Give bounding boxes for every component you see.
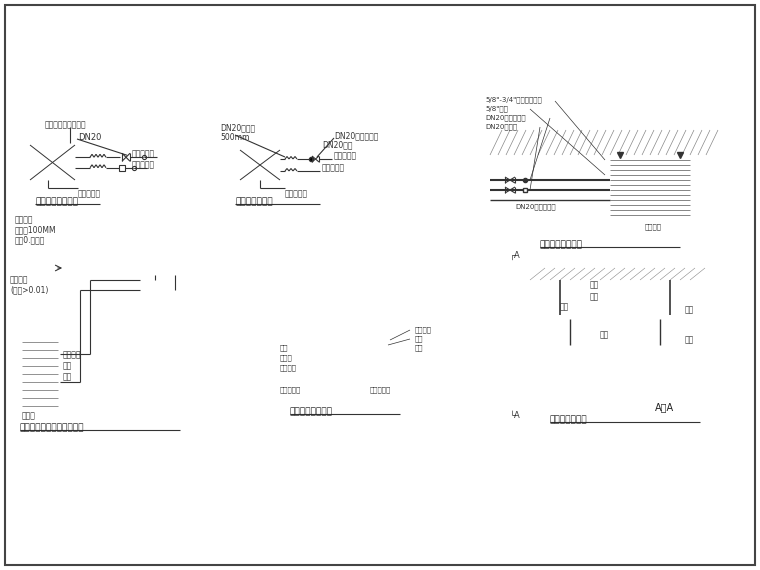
Text: 冷冻供水管: 冷冻供水管: [132, 160, 155, 169]
Bar: [20, 340, 60, 410]
Text: 风机盘管安装详图: 风机盘管安装详图: [540, 241, 583, 250]
Bar: [560, 340, 670, 370]
Text: 膨胀螺丝: 膨胀螺丝: [63, 351, 81, 360]
Bar: [688, 333, 716, 373]
Text: 5/8"-3/4"钢束，钢拴固: 5/8"-3/4"钢束，钢拴固: [485, 97, 542, 103]
Text: 管节及丝圈: 管节及丝圈: [280, 386, 301, 393]
Text: DN20蝶阀: DN20蝶阀: [322, 140, 353, 149]
Text: 保温管道: 保温管道: [15, 215, 33, 225]
Text: 管节: 管节: [415, 345, 423, 351]
Text: (坡度>0.01): (坡度>0.01): [10, 286, 49, 295]
Text: 一拖一空调机组运行系统图: 一拖一空调机组运行系统图: [20, 424, 84, 433]
Text: 槽钢: 槽钢: [685, 306, 694, 315]
Text: 室外机: 室外机: [22, 412, 36, 421]
Text: 半径到100MM: 半径到100MM: [15, 226, 57, 234]
Text: 风机盘管配管图: 风机盘管配管图: [235, 197, 273, 206]
Text: 冷冻供水管: 冷冻供水管: [322, 164, 345, 173]
Text: 冷凝排水管: 冷凝排水管: [285, 189, 308, 198]
Text: 保温风管安装详图: 保温风管安装详图: [290, 408, 333, 417]
Text: 风管: 风管: [600, 331, 610, 340]
Text: 冷凝排水管: 冷凝排水管: [78, 189, 101, 198]
Text: 风管: 风管: [280, 345, 289, 351]
Text: DN20蝶阀阀: DN20蝶阀阀: [485, 124, 517, 131]
Text: 坡度0.未放置: 坡度0.未放置: [15, 235, 46, 245]
Bar: [550, 312, 680, 319]
Text: 冷冻回水管: 冷冻回水管: [132, 150, 155, 159]
Text: 螺丝: 螺丝: [590, 280, 599, 290]
Bar: [240, 150, 280, 180]
Text: 管节及丝置: 管节及丝置: [370, 386, 391, 393]
Text: 冷冻回水管: 冷冻回水管: [334, 152, 357, 161]
Text: DN20冷凝排水管: DN20冷凝排水管: [515, 203, 556, 210]
Text: 5/8"铜管: 5/8"铜管: [485, 105, 508, 112]
Text: DN20: DN20: [78, 132, 101, 141]
Text: 吊杆: 吊杆: [560, 303, 569, 311]
Text: 管件: 管件: [415, 336, 423, 343]
Bar: [610, 155, 690, 215]
Text: 液管: 液管: [63, 361, 72, 370]
Text: A－A: A－A: [655, 402, 674, 412]
Text: 膨胀螺丝: 膨胀螺丝: [415, 327, 432, 333]
Text: 冷凝水管: 冷凝水管: [10, 275, 29, 284]
Text: 吊顶式风柜接管图: 吊顶式风柜接管图: [35, 197, 78, 206]
Text: 保温层: 保温层: [280, 355, 293, 361]
Text: 玻璃钢板: 玻璃钢板: [280, 365, 297, 371]
Polygon shape: [310, 330, 330, 370]
Text: ┌A: ┌A: [510, 250, 521, 259]
Text: 汽管: 汽管: [63, 373, 72, 381]
Text: 膨胀螺丝: 膨胀螺丝: [645, 223, 662, 230]
Bar: [683, 329, 720, 377]
Text: 吊装风管安装图: 吊装风管安装图: [550, 416, 587, 425]
Text: DN20电动二通阀: DN20电动二通阀: [485, 115, 526, 121]
Bar: [680, 325, 725, 380]
Text: 比例微分电动二通阀: 比例微分电动二通阀: [45, 120, 87, 129]
Bar: [140, 275, 190, 287]
Bar: [530, 268, 700, 280]
Polygon shape: [310, 350, 390, 370]
Text: 500mm: 500mm: [220, 132, 249, 141]
Text: DN20电磁二通阀: DN20电磁二通阀: [334, 132, 378, 140]
Text: 风管: 风管: [685, 336, 694, 344]
Bar: [140, 287, 190, 305]
Bar: [30, 145, 75, 180]
Text: 角铁: 角铁: [590, 292, 599, 302]
Text: └A: └A: [510, 410, 521, 420]
Bar: [490, 130, 710, 155]
Text: DN20柔接管: DN20柔接管: [220, 124, 255, 132]
Polygon shape: [310, 330, 390, 350]
